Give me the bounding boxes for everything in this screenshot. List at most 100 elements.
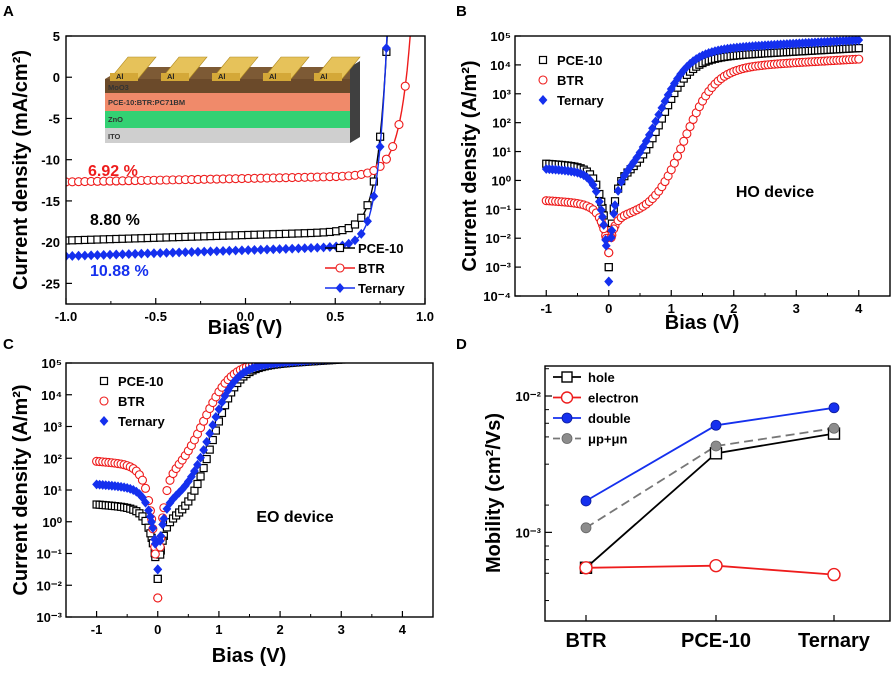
data-point-btr: [153, 593, 163, 603]
legend-marker-pce-10: [99, 376, 109, 386]
data-point-ternary: [377, 352, 385, 361]
data-point-ternary: [371, 352, 379, 361]
data-point-sum: [580, 522, 592, 534]
al-electrode-label: Al: [167, 72, 175, 81]
panel-c-y-axis-title: Current density (A/m²): [10, 384, 32, 595]
y-tick-label: 10⁻²: [36, 578, 62, 593]
data-point-btr: [303, 363, 307, 364]
data-point-btr: [394, 120, 404, 130]
legend-label-ternary: Ternary: [118, 414, 165, 429]
data-point-pce-10: [374, 354, 381, 361]
data-point-ternary: [610, 200, 620, 211]
x-tick-label: 3: [338, 622, 345, 637]
data-point-ternary: [256, 244, 266, 255]
x-tick-label: 4: [399, 622, 407, 637]
data-point-sum: [710, 440, 722, 452]
y-tick-label: -20: [41, 235, 60, 250]
data-point-ternary: [162, 247, 171, 258]
data-point-ternary: [206, 246, 215, 257]
data-point-ternary: [389, 351, 397, 360]
data-point-pce-10: [193, 479, 202, 489]
data-point-ternary: [319, 242, 328, 253]
data-point-ternary: [281, 243, 291, 254]
panel-d-legend: hole electron double μp+μn: [553, 370, 639, 447]
data-point-ternary: [99, 249, 109, 260]
data-point-pce-10: [211, 426, 220, 435]
efficiency-annotation-ternary: 10.88 %: [90, 263, 149, 280]
y-tick-label: -15: [41, 194, 60, 209]
panel-a: A Al Al Al Al Al MoO3 PCE-10:BTR:PC71BM ZnO …: [3, 3, 434, 339]
data-point-pce-10: [381, 353, 388, 360]
al-electrode-label: Al: [320, 72, 328, 81]
data-point-ternary: [130, 248, 140, 259]
data-point-btr: [340, 352, 348, 360]
zno-layer: [105, 111, 350, 128]
data-point-btr: [307, 354, 315, 362]
data-point-btr: [334, 353, 342, 361]
data-point-ternary: [141, 497, 150, 508]
panel-c-label: C: [3, 336, 14, 353]
panel-a-x-axis-title: Bias (V): [208, 317, 282, 339]
data-point-ternary: [353, 353, 361, 362]
panel-b-frame: [514, 35, 891, 297]
data-point-pce-10: [357, 213, 366, 222]
data-point-ternary: [613, 185, 623, 196]
data-point-ternary: [368, 352, 376, 361]
y-tick-label: 10⁻³: [485, 260, 511, 275]
data-point-ternary: [193, 459, 202, 470]
data-point-btr: [383, 349, 391, 357]
data-point-ternary: [588, 179, 598, 190]
x-tick-label: -1: [91, 622, 103, 637]
panel-a-y-axis-title: Current density (mA/cm²): [10, 50, 32, 290]
data-point-ternary: [217, 397, 227, 408]
y-tick-label: 10³: [43, 420, 62, 435]
data-point-btr: [380, 350, 388, 358]
data-point-double: [580, 495, 592, 507]
data-point-pce-10: [196, 472, 205, 481]
y-tick-label: 10²: [43, 451, 62, 466]
al-electrode-front: [212, 73, 240, 81]
legend-marker-btr: [538, 75, 548, 85]
layer-label-moo3: MoO3: [108, 83, 129, 92]
data-point-pce-10: [396, 352, 403, 359]
data-point-ternary: [155, 248, 165, 258]
legend-label-btr: BTR: [358, 261, 385, 276]
y-tick-label: 0: [53, 70, 60, 85]
data-point-pce-10: [365, 354, 372, 361]
data-point-pce-10: [350, 355, 357, 362]
data-point-ternary: [214, 404, 224, 415]
device-structure-inset: Al Al Al Al Al MoO3 PCE-10:BTR:PC71BM ZnO IT…: [105, 56, 361, 143]
data-point-ternary: [136, 248, 146, 259]
data-point-ternary: [111, 249, 121, 260]
x-tick-label: -1.0: [55, 309, 77, 324]
data-point-ternary: [193, 246, 203, 257]
al-electrode-label: Al: [218, 72, 226, 81]
y-tick-label: 10⁻²: [485, 231, 511, 246]
data-point-ternary: [224, 245, 234, 256]
data-point-ternary: [365, 352, 373, 361]
data-point-ternary: [124, 249, 134, 260]
data-point-pce-10: [199, 463, 208, 473]
efficiency-annotation-pce10: 8.80 %: [90, 212, 140, 229]
data-point-pce-10: [399, 352, 406, 359]
data-point-btr: [299, 363, 304, 364]
data-point-ternary: [331, 363, 334, 365]
data-point-ternary: [356, 228, 366, 239]
data-point-ternary: [118, 249, 127, 260]
layer-label-active: PCE-10:BTR:PC71BM: [108, 98, 185, 107]
legend-label-ternary: Ternary: [557, 93, 604, 108]
data-point-btr: [389, 349, 397, 357]
al-electrode-front: [263, 73, 291, 81]
data-point-pce-10: [384, 353, 391, 360]
y-tick-label: 10⁵: [41, 356, 62, 371]
legend-label-pce-10: PCE-10: [118, 374, 164, 389]
data-point-ternary: [325, 242, 335, 252]
legend-label-3: μp+μn: [588, 432, 627, 447]
data-point-btr: [150, 549, 160, 559]
data-point-btr: [854, 54, 864, 64]
data-point-btr: [292, 363, 299, 364]
y-tick-label: 10⁻¹: [36, 547, 62, 562]
legend-label-1: electron: [588, 391, 639, 406]
x-tick-label: 1: [668, 301, 675, 316]
y-tick-label: 10⁴: [490, 58, 511, 73]
